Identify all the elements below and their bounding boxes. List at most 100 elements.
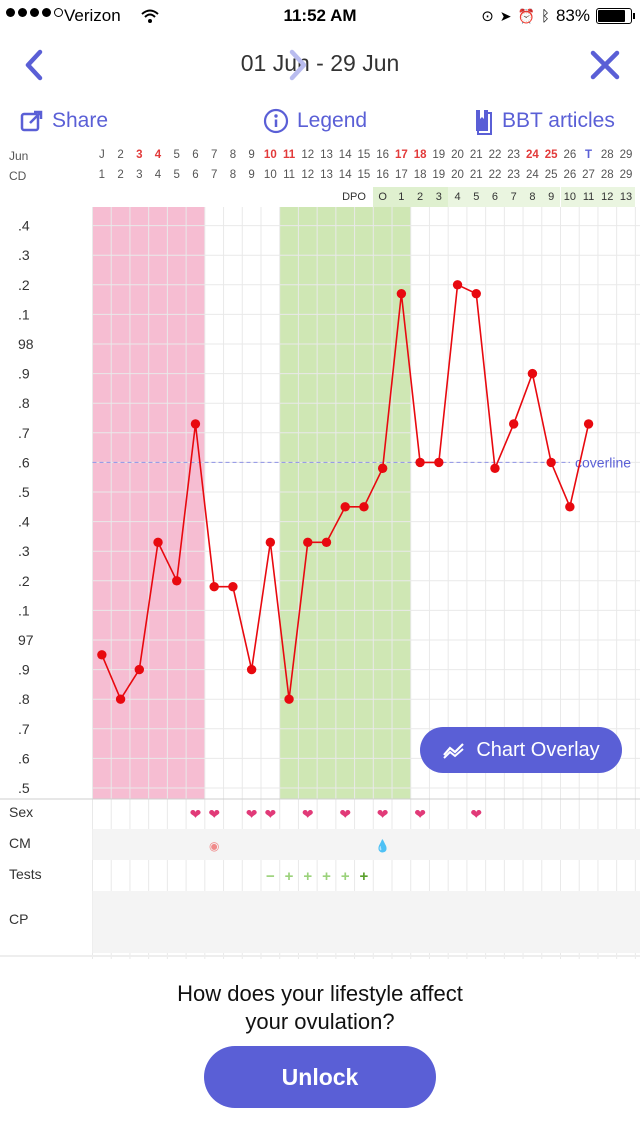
dpo-cell: 7 — [504, 187, 524, 207]
day-cell[interactable]: 2 — [117, 149, 124, 161]
unlock-button[interactable]: Unlock — [204, 1046, 436, 1108]
temperature-label: .5 — [18, 780, 30, 796]
dpo-cell: 6 — [485, 187, 505, 207]
cycle-day-cell: 4 — [154, 169, 162, 181]
temperature-label: .6 — [18, 750, 30, 766]
temperature-label: 97 — [18, 632, 34, 648]
cycle-day-cell: 27 — [582, 169, 595, 181]
close-button[interactable] — [588, 48, 622, 82]
share-button[interactable]: Share — [20, 106, 108, 136]
day-cell[interactable]: 20 — [451, 149, 464, 161]
day-cell[interactable]: 12 — [301, 149, 315, 161]
temperature-label: .5 — [18, 484, 30, 500]
temperature-label: .6 — [18, 454, 30, 470]
day-cell[interactable]: 14 — [338, 149, 352, 161]
day-cell[interactable]: 24 — [526, 149, 539, 161]
dpo-cell: 5 — [466, 187, 486, 207]
cp-row-label: CP — [9, 911, 28, 927]
chart-overlay-label: Chart Overlay — [476, 738, 600, 761]
temperature-point — [377, 463, 388, 474]
previous-month-button[interactable] — [18, 46, 52, 84]
day-cell[interactable]: T — [585, 149, 593, 161]
cycle-day-cell: 23 — [507, 169, 521, 181]
day-cell[interactable]: 26 — [563, 149, 577, 161]
location-icon: ➤ — [499, 7, 512, 24]
temperature-point — [265, 537, 276, 548]
day-cell[interactable]: 19 — [432, 149, 446, 161]
temperature-point — [190, 419, 201, 429]
cycle-day-cell: 21 — [469, 169, 483, 181]
cycle-day-cell: 15 — [357, 169, 371, 181]
day-cell[interactable]: 22 — [488, 149, 502, 161]
temperature-label: .4 — [18, 218, 30, 234]
alarm-icon: ⏰ — [517, 7, 535, 24]
cycle-day-cell: 9 — [248, 169, 255, 181]
ovulation-test-mark: + — [303, 868, 312, 885]
temperature-label: .1 — [18, 602, 30, 618]
chart-overlay-button[interactable]: Chart Overlay — [420, 727, 622, 773]
temperature-point — [321, 537, 332, 548]
promo-line-2: your ovulation? — [245, 1009, 395, 1034]
clock: 11:52 AM — [283, 6, 357, 25]
day-cell[interactable]: 10 — [263, 149, 277, 161]
cp-row-bg — [92, 891, 640, 953]
cycle-day-row: 1 2 3 4 5 6 7 8 9 10 11 12 13 14 15 16 17 18 19 20 21 22 23 24 2… — [0, 169, 640, 185]
lifestyle-promo-text: How does your lifestyle affect your ovul… — [0, 980, 640, 1036]
day-cell[interactable]: 23 — [507, 149, 521, 161]
temperature-point — [471, 288, 481, 299]
bbt-chart: .4 .3 .2 .1 98 .9 .8 .7 .6 .5 .4 .3 .2 .1 97 .9 .8 .7 .6 .5… — [0, 207, 640, 959]
ovulation-test-mark: + — [322, 868, 331, 885]
day-cell[interactable]: 8 — [229, 149, 237, 161]
temperature-point — [396, 288, 407, 299]
day-cell[interactable]: 11 — [282, 149, 296, 161]
dpo-cell: O — [373, 187, 392, 207]
cycle-day-cell: 19 — [432, 169, 446, 181]
day-cell[interactable]: 3 — [136, 149, 143, 161]
day-cell[interactable]: J — [98, 149, 105, 161]
day-cell[interactable]: 9 — [248, 149, 255, 161]
day-cell[interactable]: 7 — [210, 149, 218, 161]
day-row: J 2 3 4 5 6 7 8 9 10 11 12 13 14 15 16 17 18 19 20 21 22 23 24 2… — [0, 149, 640, 165]
dpo-cell: 9 — [541, 187, 561, 207]
cycle-day-cell: 3 — [136, 169, 143, 181]
temperature-label: .3 — [18, 543, 30, 559]
day-cell[interactable]: 15 — [357, 149, 371, 161]
day-cell[interactable]: 4 — [154, 149, 162, 161]
temperature-point — [565, 502, 575, 512]
cycle-day-cell: 12 — [301, 169, 315, 181]
temperature-point — [509, 419, 519, 429]
temperature-point — [246, 664, 257, 675]
temperature-label: 98 — [18, 336, 34, 352]
day-cell[interactable]: 18 — [413, 149, 427, 161]
bbt-articles-button[interactable]: BBT articles — [472, 106, 615, 136]
day-cell[interactable]: 13 — [320, 149, 333, 161]
temperature-point — [583, 419, 594, 429]
day-cell[interactable]: 5 — [173, 149, 180, 161]
heart-icon: ❤ — [190, 806, 202, 822]
day-cell[interactable]: 17 — [394, 149, 408, 161]
ovulation-test-mark: + — [360, 868, 369, 885]
next-month-button[interactable] — [280, 46, 314, 84]
temperature-label: .9 — [18, 662, 30, 678]
day-cell[interactable]: 29 — [619, 149, 633, 161]
legend-button[interactable]: Legend — [263, 106, 367, 136]
day-cell[interactable]: 16 — [376, 149, 390, 161]
dpo-cell: 12 — [597, 187, 617, 207]
day-cell[interactable]: 21 — [469, 149, 483, 161]
status-bar: Verizon 11:52 AM ⊙ ➤ ⏰ ᛒ 83% — [0, 0, 640, 34]
cm-row-label: CM — [9, 835, 31, 851]
dpo-cell: 13 — [616, 187, 636, 207]
temperature-point — [172, 576, 182, 586]
day-cell[interactable]: 6 — [192, 149, 199, 161]
temperature-label: .8 — [18, 395, 30, 411]
day-cell[interactable]: 25 — [544, 149, 558, 161]
day-cell[interactable]: 28 — [600, 149, 614, 161]
cycle-day-cell: 13 — [320, 169, 333, 181]
temperature-point — [340, 502, 350, 512]
share-icon — [20, 110, 43, 132]
heart-icon: ❤ — [470, 806, 482, 822]
temperature-point — [527, 368, 538, 379]
coverline-label: coverline — [575, 454, 631, 470]
heart-icon: ❤ — [302, 806, 314, 822]
temperature-label: .2 — [18, 277, 30, 293]
